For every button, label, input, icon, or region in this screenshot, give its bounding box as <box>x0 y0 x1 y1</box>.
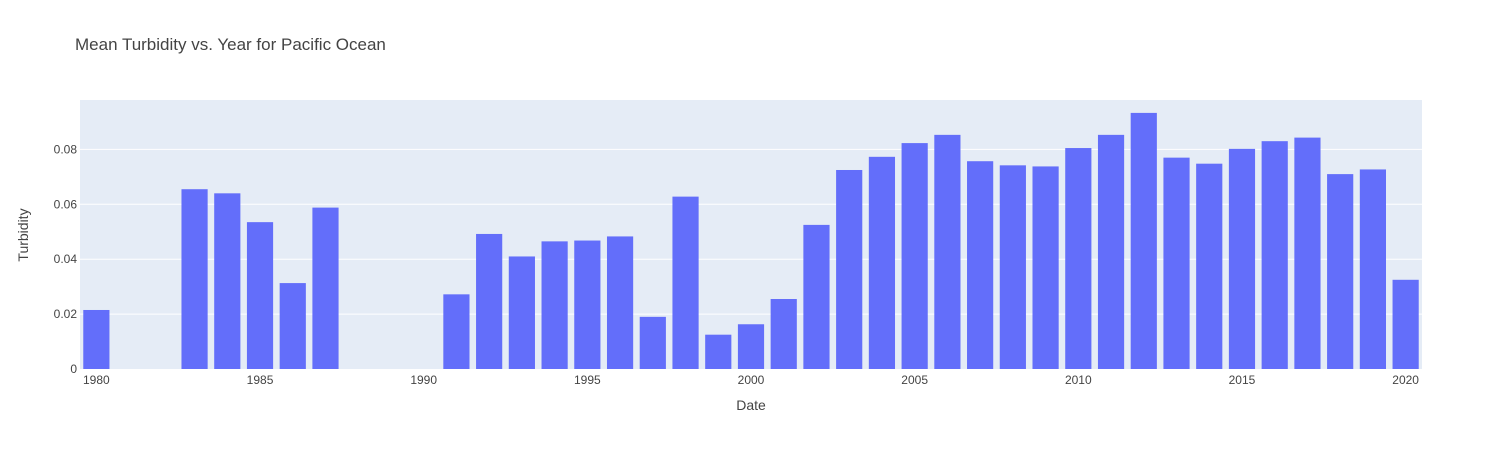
bar <box>1228 148 1256 369</box>
x-tick-label: 2015 <box>1229 373 1256 387</box>
bar <box>1327 174 1354 369</box>
bar <box>279 283 306 369</box>
y-tick-label: 0.02 <box>54 307 78 321</box>
bar <box>83 309 110 369</box>
x-tick-label: 2010 <box>1065 373 1092 387</box>
bar <box>639 316 666 369</box>
bar <box>836 169 863 369</box>
bar <box>1359 169 1386 369</box>
bar <box>672 196 699 369</box>
x-tick-label: 1985 <box>247 373 274 387</box>
x-axis-ticks: 1980 1985 1990 1995 2000 2005 2010 2015 2020 <box>83 373 1419 387</box>
chart-title: Mean Turbidity vs. Year for Pacific Ocea… <box>75 35 386 54</box>
bar <box>770 299 797 369</box>
bar <box>1130 112 1157 369</box>
x-tick-label: 2005 <box>901 373 928 387</box>
bar <box>214 193 241 369</box>
bar <box>312 207 339 369</box>
x-tick-label: 2000 <box>738 373 765 387</box>
y-tick-label: 0 <box>70 362 77 376</box>
bar <box>606 236 634 369</box>
x-axis-label: Date <box>736 397 766 413</box>
bar <box>246 222 274 369</box>
y-tick-label: 0.06 <box>54 197 78 211</box>
y-axis-ticks: 0 0.02 0.04 0.06 0.08 <box>54 142 78 376</box>
bar <box>1032 166 1059 369</box>
bar <box>1392 279 1419 369</box>
bar <box>443 294 470 369</box>
bar <box>508 256 535 369</box>
bar <box>1065 148 1092 369</box>
y-tick-label: 0.04 <box>54 252 78 266</box>
bar <box>1196 163 1223 369</box>
bar <box>705 334 732 369</box>
bar <box>1294 137 1321 369</box>
bar <box>967 161 994 369</box>
bar <box>868 156 896 369</box>
x-tick-label: 1990 <box>410 373 437 387</box>
bar <box>934 134 961 369</box>
y-axis-label: Turbidity <box>15 208 31 261</box>
bar <box>1163 157 1190 369</box>
bar <box>181 189 208 369</box>
bar <box>803 224 830 369</box>
bar <box>737 324 765 369</box>
bar <box>574 240 601 369</box>
bar <box>901 143 928 369</box>
x-tick-label: 1980 <box>83 373 110 387</box>
bar <box>999 165 1026 369</box>
bar <box>541 241 568 369</box>
bars <box>83 112 1419 369</box>
bar <box>1097 134 1125 369</box>
x-tick-label: 2020 <box>1392 373 1419 387</box>
bar <box>1261 141 1288 369</box>
x-tick-label: 1995 <box>574 373 601 387</box>
bar <box>476 233 503 369</box>
y-tick-label: 0.08 <box>54 142 78 156</box>
